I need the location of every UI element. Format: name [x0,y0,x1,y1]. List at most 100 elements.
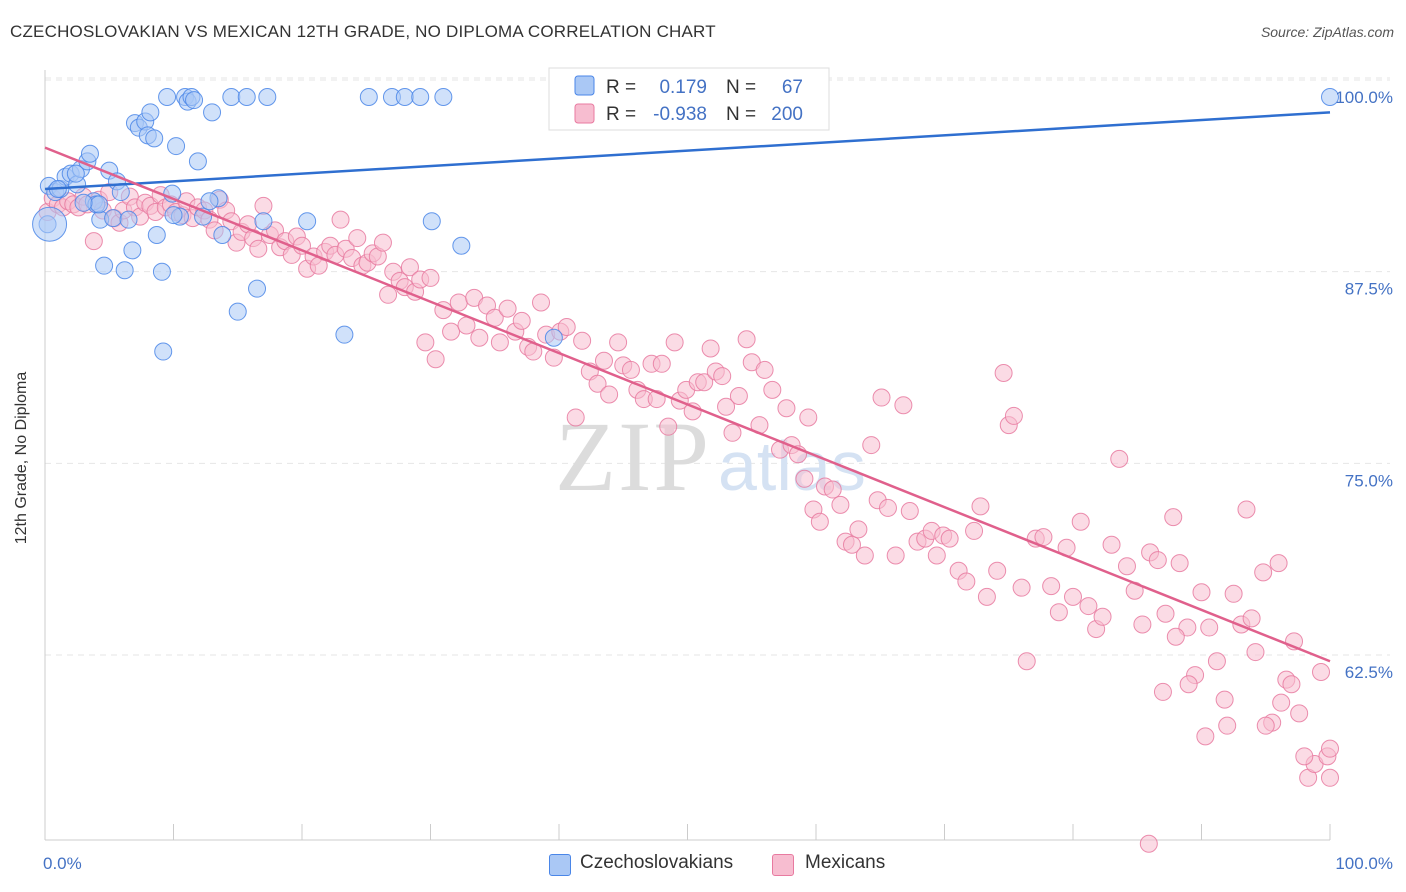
czechoslovakians-point-27 [158,88,177,106]
mexicans-point-178 [1133,615,1152,634]
mexicans-point-216 [1139,834,1158,853]
czechoslovakians-point-50 [395,88,414,106]
mexicans-point-156 [971,497,990,516]
mexicans-point-138 [849,520,868,539]
czechoslovakians-point-24 [145,129,164,148]
mexicans-point-73 [426,350,445,369]
mexicans-trend-line [44,146,1331,663]
czechoslovakians-point-8 [80,144,99,163]
mexicans-point-152 [940,529,959,548]
mexicans-point-99 [609,333,628,352]
legend-r-value-1: 0.179 [659,77,707,98]
mexicans-point-176 [1117,557,1136,576]
mexicans-point-171 [1079,597,1098,616]
mexicans-point-123 [755,360,774,379]
czechoslovakians-point-35 [188,152,207,171]
mexicans-point-163 [1017,652,1036,671]
y-tick-label-3: 100.0% [1335,88,1393,107]
mexicans-point-173 [1093,607,1112,626]
mexicans-point-193 [1246,643,1265,662]
mexicans-point-83 [498,299,517,318]
y-tick-label-2: 87.5% [1345,280,1393,299]
mexicans-point-214 [1166,627,1185,646]
mexicans-point-211 [1218,716,1237,735]
mexicans-point-196 [1269,554,1288,573]
mexicans-point-183 [1170,554,1189,573]
mexicans-point-124 [763,380,782,399]
czechoslovakians-point-46 [298,212,317,231]
mexicans-point-182 [1164,508,1183,527]
czechoslovakians-point-26 [152,262,171,281]
czechoslovakians-point-34 [185,91,204,110]
mexicans-point-181 [1156,604,1175,623]
czechoslovakians-point-39 [213,226,232,244]
mexicans-point-137 [842,535,861,554]
mexicans-point-189 [1215,690,1234,709]
mexicans-point-40 [249,239,268,258]
czechoslovakians-point-53 [434,88,453,106]
legend-r-label-1: R = [606,77,636,98]
czechoslovakians-point-25 [147,226,166,244]
y-tick-label-1: 75.0% [1345,471,1393,490]
czechoslovakians-point-45 [258,88,277,106]
mexicans-point-174 [1102,535,1121,554]
mexicans-point-167 [1049,603,1068,622]
mexicans-point-210 [1242,609,1261,628]
czechoslovakians-point-54 [452,236,471,255]
x-tick-label-min: 0.0% [43,854,82,873]
mexicans-point-134 [823,480,842,499]
mexicans-point-71 [416,333,435,352]
mexicans-point-126 [777,399,796,418]
legend-r-value-2: -0.938 [653,104,707,125]
mexicans-point-76 [449,293,468,312]
mexicans-point-101 [621,360,640,379]
mexicans-point-118 [723,423,742,442]
mexicans-point-139 [855,546,874,565]
czechoslovakians-point-41 [228,302,247,321]
mexicans-point-215 [1153,682,1172,701]
czechoslovakians-point-47 [335,325,354,344]
mexicans-point-192 [1237,500,1256,519]
mexicans-point-98 [600,385,619,404]
mexicans-point-113 [695,373,714,392]
mexicans-point-144 [886,546,905,565]
mexicans-point-132 [810,512,829,531]
czechoslovakians-point-57 [89,195,108,214]
mexicans-point-159 [994,364,1013,382]
mexicans-point-199 [1290,704,1309,723]
mexicans-point-206 [1295,747,1314,766]
mexicans-point-63 [373,233,392,252]
bottom-legend-swatch-czechoslovakians [549,854,571,876]
mexicans-point-166 [1042,577,1061,596]
czechoslovakians-point-17 [115,261,134,280]
mexicans-point-64 [379,285,398,304]
mexicans-point-190 [1224,584,1243,603]
mexicans-point-207 [1282,675,1301,694]
mexicans-point-72 [421,268,440,287]
mexicans-point-108 [665,333,684,352]
czechoslovakians-point-60 [74,193,93,212]
source-label: Source: ZipAtlas.com [1260,24,1394,40]
mexicans-point-145 [894,396,913,415]
legend-swatch-czechoslovakians [574,75,595,96]
mexicans-point-129 [795,469,814,488]
czechoslovakians-point-40 [222,88,241,106]
bottom-legend-swatch-mexicans [772,854,794,876]
mexicans-point-202 [1312,663,1331,681]
bottom-legend-czechoslovakians: Czechoslovakians [580,852,734,873]
legend-n-value-2: 200 [771,104,803,125]
mexicans-point-146 [900,502,919,520]
czechoslovakians-point-14 [104,209,123,228]
mexicans-points [38,183,1339,853]
czechoslovakians-point-66 [1321,88,1339,106]
czechoslovakians-point-23 [141,103,160,122]
czechoslovakians-point-29 [167,137,186,156]
chart-title: CZECHOSLOVAKIAN VS MEXICAN 12TH GRADE, N… [10,22,716,41]
mexicans-point-158 [988,561,1007,580]
czechoslovakians-point-52 [422,212,441,231]
bottom-legend-mexicans: Mexicans [805,852,886,873]
mexicans-point-120 [737,330,756,349]
mexicans-point-157 [977,587,996,606]
mexicans-point-212 [1196,727,1215,746]
czechoslovakians-point-12 [95,256,114,275]
